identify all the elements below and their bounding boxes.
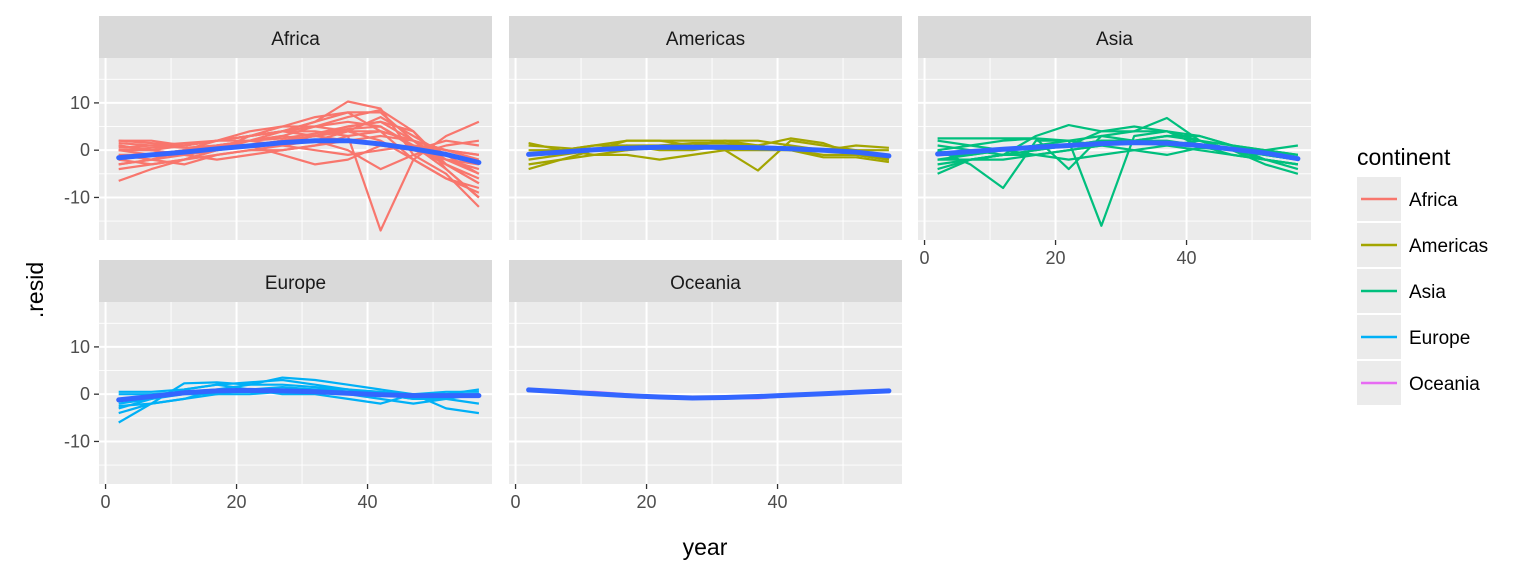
facet-strip-label: Africa [271,29,320,50]
y-axis-title: .resid [22,262,48,318]
series-line [528,142,890,166]
facet-strip [509,260,902,302]
facet-strip-label: Oceania [670,273,741,294]
panel-data [526,387,892,401]
legend-label: Americas [1409,236,1488,257]
legend-label: Europe [1409,328,1470,349]
x-tick-label: 40 [768,492,788,512]
y-tick-label: -10 [64,431,90,451]
facet-strip [99,260,492,302]
facet-strip [509,16,902,58]
x-tick-label: 40 [358,492,378,512]
facet-panels: Africa Americas Asia Europe Oceania [99,16,1311,484]
facet-strip [99,16,492,58]
facet-strip-label: Europe [265,273,326,294]
facet-panel-americas: Americas [509,16,902,240]
smooth-line [526,144,892,159]
legend-label: Africa [1409,190,1458,211]
facet-panel-europe: Europe [99,260,492,484]
series-line [118,378,479,400]
legend-title: continent [1357,144,1451,170]
facet-strip-label: Asia [1096,29,1133,50]
legend-label: Oceania [1409,374,1480,395]
legend-item-oceania: Oceania [1357,361,1480,405]
y-tick-label: -10 [64,187,90,207]
facet-panel-asia: Asia [918,16,1311,240]
facet-strip [918,16,1311,58]
panel-data [935,116,1301,227]
axes: 10 0 -10 0 20 40 10 0 -10 0 20 40 0 20 40 [64,93,1197,512]
smooth-line [526,387,892,401]
panel-data [116,376,482,424]
legend-label: Asia [1409,282,1446,303]
y-tick-label: 10 [70,93,90,113]
facet-panel-oceania: Oceania [509,260,902,484]
smooth-line [935,140,1301,162]
x-tick-label: 0 [511,492,521,512]
x-axis-title: year [683,534,728,560]
x-tick-label: 0 [920,248,930,268]
y-tick-label: 10 [70,337,90,357]
x-tick-label: 0 [101,492,111,512]
legend: continent Africa Americas Asia Europe Oceani… [1357,144,1488,405]
panel-data [116,100,482,232]
smooth-line [116,138,482,165]
series-line [118,120,480,175]
legend-item-americas: Americas [1357,223,1488,267]
series-line [528,139,890,172]
legend-item-africa: Africa [1357,177,1458,221]
legend-items: Africa Americas Asia Europe Oceania [1357,177,1488,405]
series-line [937,134,1299,171]
series-line [118,139,480,156]
smooth-line [116,387,482,403]
x-tick-label: 20 [1046,248,1066,268]
x-tick-label: 20 [637,492,657,512]
x-tick-label: 20 [227,492,247,512]
legend-item-europe: Europe [1357,315,1470,359]
facet-strip-label: Americas [666,29,745,50]
y-tick-label: 0 [80,384,90,404]
x-tick-label: 40 [1177,248,1197,268]
y-tick-label: 0 [80,140,90,160]
facet-panel-africa: Africa [99,16,492,240]
panel-data [526,137,892,172]
legend-item-asia: Asia [1357,269,1446,313]
